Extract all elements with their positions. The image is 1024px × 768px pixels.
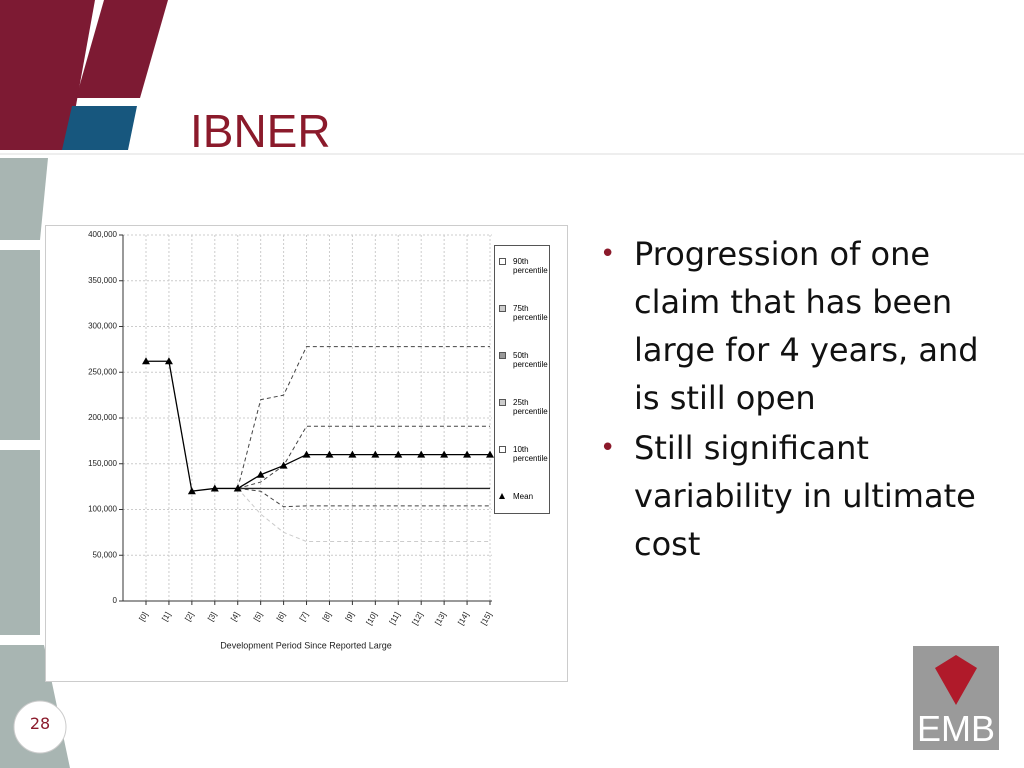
mean-marker bbox=[394, 450, 403, 458]
legend-label: 90th percentile bbox=[513, 257, 548, 275]
legend-swatch bbox=[499, 258, 506, 265]
series-line bbox=[237, 488, 490, 543]
series-line bbox=[237, 346, 490, 489]
mean-marker bbox=[463, 450, 472, 458]
page-number: 28 bbox=[29, 714, 51, 733]
mean-marker bbox=[417, 450, 426, 458]
x-tick-label: [0] bbox=[137, 611, 149, 623]
bullet: Progression of one claim that has been l… bbox=[596, 230, 996, 422]
x-tick-label: [4] bbox=[229, 611, 241, 623]
x-axis-label: Development Period Since Reported Large bbox=[220, 640, 392, 650]
x-tick-label: [10] bbox=[364, 611, 378, 627]
bullet-list: Progression of one claim that has been l… bbox=[596, 230, 996, 570]
legend-swatch bbox=[499, 493, 505, 499]
x-tick-label: [9] bbox=[344, 611, 356, 623]
legend-label: 75th percentile bbox=[513, 304, 548, 322]
x-tick-label: [2] bbox=[183, 611, 195, 623]
x-tick-label: [5] bbox=[252, 611, 264, 623]
legend-swatch bbox=[499, 446, 506, 453]
legend-swatch bbox=[499, 352, 506, 359]
legend-swatch bbox=[499, 305, 506, 312]
y-tick-label: 200,000 bbox=[88, 413, 117, 422]
mean-marker bbox=[164, 357, 173, 365]
mean-marker bbox=[256, 470, 265, 478]
bullet: Still significant variability in ultimat… bbox=[596, 424, 996, 568]
x-tick-label: [12] bbox=[410, 611, 424, 627]
mean-marker bbox=[348, 450, 357, 458]
x-tick-label: [7] bbox=[298, 611, 310, 623]
x-tick-label: [14] bbox=[456, 611, 470, 627]
y-tick-label: 300,000 bbox=[88, 322, 117, 331]
y-tick-label: 400,000 bbox=[88, 230, 117, 239]
series-line bbox=[237, 425, 490, 489]
y-tick-label: 100,000 bbox=[88, 505, 117, 514]
x-tick-label: [15] bbox=[479, 611, 493, 627]
series-line bbox=[146, 360, 490, 492]
x-tick-label: [1] bbox=[160, 611, 172, 623]
y-tick-label: 150,000 bbox=[88, 459, 117, 468]
x-tick-label: [8] bbox=[321, 611, 333, 623]
y-tick-label: 250,000 bbox=[88, 367, 117, 376]
mean-marker bbox=[233, 484, 242, 492]
legend-label: Mean bbox=[513, 492, 534, 501]
legend-swatch bbox=[499, 399, 506, 406]
x-tick-label: [6] bbox=[275, 611, 287, 623]
slide-title: IBNER bbox=[190, 105, 331, 157]
legend: 90th percentile 75th percentile 50th perce… bbox=[494, 245, 550, 514]
y-tick-label: 50,000 bbox=[93, 550, 118, 559]
mean-marker bbox=[142, 357, 150, 365]
legend-label: 25th percentile bbox=[513, 398, 548, 416]
mean-marker bbox=[302, 450, 311, 458]
mean-marker bbox=[325, 450, 334, 458]
x-tick-label: [3] bbox=[206, 611, 218, 623]
mean-marker bbox=[486, 450, 494, 458]
x-tick-label: [13] bbox=[433, 611, 447, 627]
mean-marker bbox=[371, 450, 380, 458]
legend-label: 10th percentile bbox=[513, 445, 548, 463]
y-tick-label: 350,000 bbox=[88, 276, 117, 285]
mean-marker bbox=[187, 487, 196, 495]
mean-marker bbox=[210, 484, 219, 492]
logo: EMB bbox=[916, 708, 995, 749]
x-tick-label: [11] bbox=[388, 611, 402, 627]
mean-marker bbox=[279, 461, 288, 469]
mean-marker bbox=[440, 450, 449, 458]
legend-label: 50th percentile bbox=[513, 351, 548, 369]
y-tick-label: 0 bbox=[113, 596, 118, 605]
